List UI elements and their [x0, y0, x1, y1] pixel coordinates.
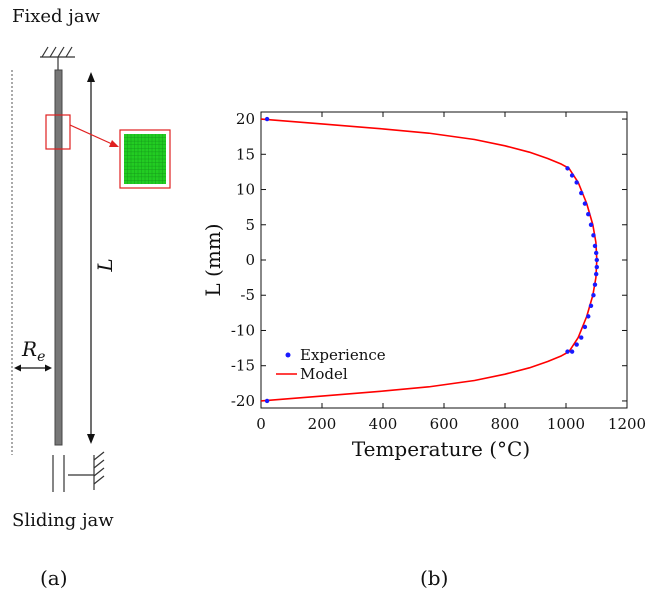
sliding-jaw-label: Sliding jaw: [12, 510, 114, 531]
x-tick-label: 600: [430, 415, 459, 433]
legend-label-experience: Experience: [300, 346, 386, 364]
data-point-experience: [586, 211, 591, 217]
y-tick-label: 15: [236, 145, 255, 163]
data-point-experience: [592, 282, 598, 287]
x-tick-label: 400: [369, 415, 398, 433]
x-tick-label: 1200: [608, 415, 646, 433]
data-point-experience: [593, 250, 599, 256]
data-point-experience: [586, 314, 591, 319]
x-tick-label: 1000: [547, 415, 585, 433]
y-tick-label: 20: [236, 110, 255, 128]
y-tick-label: 5: [245, 216, 255, 234]
data-point-experience: [594, 264, 600, 270]
radius-label: Re: [21, 337, 45, 365]
y-tick-label: 10: [236, 181, 255, 199]
data-point-experience: [574, 342, 579, 347]
y-tick-label: -10: [231, 321, 255, 339]
x-tick-label: 800: [491, 415, 520, 433]
x-axis-label: Temperature (°C): [352, 437, 530, 461]
data-point-experience: [592, 243, 598, 249]
data-point-experience: [569, 173, 575, 178]
legend-label-model: Model: [300, 365, 348, 383]
fixed-jaw-label: Fixed jaw: [12, 6, 101, 27]
y-tick-label: -15: [231, 357, 255, 375]
data-point-experience: [264, 116, 270, 122]
data-point-experience: [588, 222, 594, 227]
data-point-experience: [593, 271, 599, 277]
length-symbol: L: [93, 258, 117, 272]
data-point-experience: [591, 293, 596, 298]
legend-marker-experience: [285, 352, 291, 358]
length-arrow: [87, 72, 95, 444]
data-point-experience: [574, 180, 579, 185]
temperature-profile-chart: 0 200 400 600 800 1000 1200 20 15 10 5 0 -5 -10 -15 -20…: [201, 110, 646, 461]
mesh-zoom-highlight: [45, 114, 71, 150]
data-point-experience: [569, 349, 575, 354]
legend: Experience Model: [276, 346, 386, 383]
fixed-jaw-support-icon: [40, 46, 75, 70]
y-axis-label: L (mm): [201, 223, 225, 296]
x-tick-label: 200: [308, 415, 337, 433]
y-tick-label: -20: [231, 392, 255, 410]
specimen-diagram: L Re: [11, 46, 171, 492]
data-point-experience: [582, 201, 588, 206]
data-point-experience: [582, 324, 588, 330]
x-tick-label: 0: [256, 415, 266, 433]
data-point-experience: [579, 190, 584, 196]
zoom-pointer-arrow: [69, 124, 119, 147]
caption-b: (b): [420, 566, 449, 590]
y-tick-label: 0: [245, 251, 255, 269]
y-tick-label: -5: [240, 286, 255, 304]
radius-arrow: [14, 364, 52, 372]
data-point-experience: [264, 398, 270, 404]
data-point-experience: [565, 166, 570, 171]
data-point-experience: [588, 303, 594, 309]
data-point-experience: [594, 257, 600, 263]
data-point-experience: [565, 349, 570, 354]
caption-a: (a): [40, 566, 68, 590]
specimen-rod: [54, 69, 63, 446]
mesh-inset: [119, 129, 171, 189]
sliding-jaw-support-icon: [52, 451, 105, 492]
data-point-experience: [579, 335, 584, 340]
data-point-experience: [591, 233, 596, 238]
